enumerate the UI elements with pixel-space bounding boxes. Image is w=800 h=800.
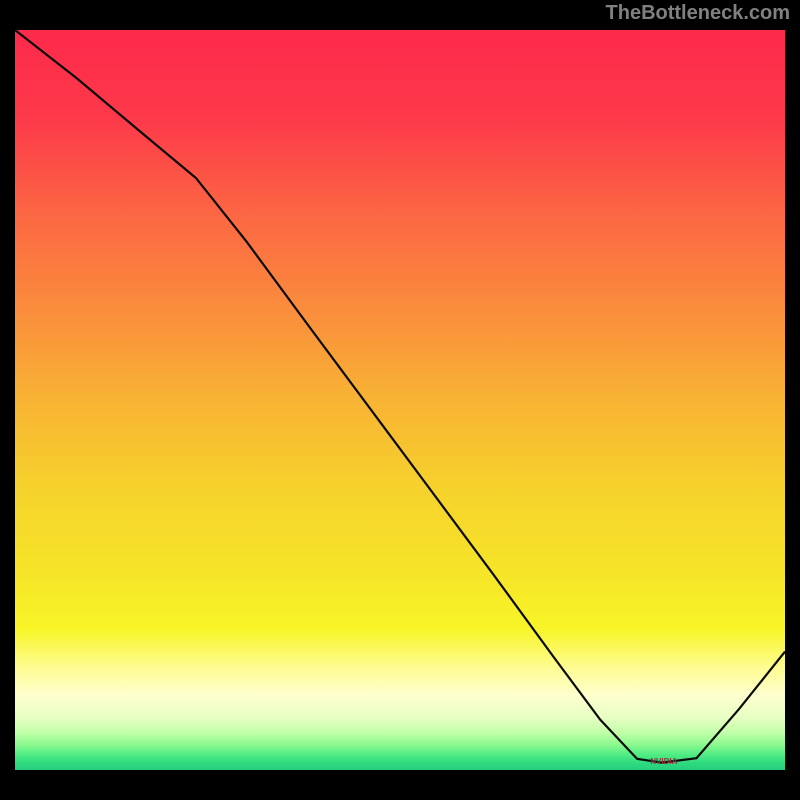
watermark-text: TheBottleneck.com (606, 2, 790, 25)
chart-line (15, 30, 785, 763)
series-label: NVIDIA (650, 757, 677, 766)
plot-area: NVIDIA (15, 30, 785, 785)
chart-line-svg (15, 30, 785, 785)
